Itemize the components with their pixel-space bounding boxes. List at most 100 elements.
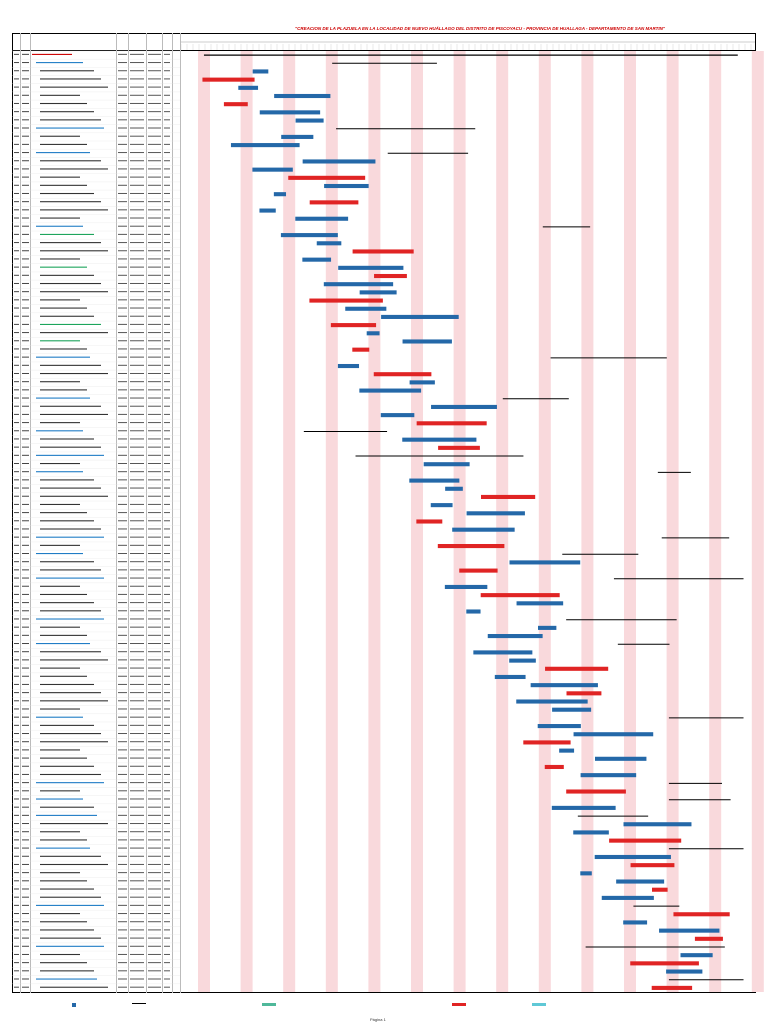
task-name <box>36 643 90 645</box>
row-edt <box>22 282 29 284</box>
task-start <box>130 446 144 448</box>
task-name <box>40 823 108 825</box>
row-edt <box>22 299 29 301</box>
task-bar <box>445 486 463 491</box>
task-name <box>40 683 94 686</box>
task-duration <box>118 880 127 882</box>
task-bar <box>538 625 557 630</box>
task-finish <box>148 372 161 374</box>
row-id <box>14 929 19 931</box>
task-predecessors <box>164 618 170 620</box>
row-edt <box>22 536 29 538</box>
task-name <box>40 111 94 113</box>
task-bar <box>259 110 321 115</box>
task-duration <box>118 626 127 628</box>
task-duration <box>118 62 127 64</box>
nonworking-band <box>624 51 636 992</box>
legend-summary-swatch <box>132 1003 146 1004</box>
task-predecessors <box>164 332 170 334</box>
task-name <box>40 692 101 694</box>
task-name <box>40 888 94 890</box>
task-duration <box>118 896 127 898</box>
row-id <box>14 332 19 334</box>
legend-progress-swatch <box>532 1003 546 1006</box>
task-name <box>40 372 108 375</box>
row-id <box>14 634 19 636</box>
task-predecessors <box>164 143 170 145</box>
row-edt <box>22 921 29 923</box>
task-predecessors <box>164 536 170 538</box>
row-id <box>14 471 19 473</box>
task-predecessors <box>164 921 170 923</box>
task-bar <box>595 756 647 761</box>
task-duration <box>118 503 127 505</box>
task-start <box>130 643 144 645</box>
task-name <box>40 340 80 342</box>
task-start <box>130 381 144 383</box>
row-edt <box>22 692 29 694</box>
task-finish <box>148 585 161 587</box>
row-id <box>14 700 19 702</box>
row-edt <box>22 978 29 980</box>
task-finish <box>148 831 161 833</box>
task-duration <box>118 397 127 399</box>
row-edt <box>22 102 29 104</box>
task-predecessors <box>164 160 170 162</box>
task-name <box>36 471 83 473</box>
task-name <box>40 78 101 80</box>
row-edt <box>22 831 29 833</box>
row-id <box>14 741 19 743</box>
task-duration <box>118 831 127 833</box>
row-id <box>14 577 19 579</box>
task-duration <box>118 814 127 816</box>
row-edt <box>22 561 29 563</box>
column-divider-edt <box>30 33 31 993</box>
row-edt <box>22 675 29 677</box>
task-predecessors <box>164 733 170 735</box>
row-id <box>14 184 19 186</box>
task-duration <box>118 643 127 645</box>
task-duration <box>118 225 127 227</box>
task-duration <box>118 381 127 383</box>
task-finish <box>148 986 161 988</box>
row-edt <box>22 733 29 735</box>
row-id <box>14 168 19 170</box>
task-name <box>40 160 101 162</box>
row-id <box>14 372 19 374</box>
row-edt <box>22 847 29 849</box>
task-predecessors <box>164 413 170 415</box>
task-predecessors <box>164 651 170 653</box>
task-predecessors <box>164 880 170 882</box>
row-id <box>14 152 19 154</box>
task-start <box>130 962 144 964</box>
task-duration <box>118 782 127 784</box>
row-edt <box>22 495 29 497</box>
row-edt <box>22 348 29 350</box>
task-duration <box>118 962 127 964</box>
task-name <box>40 307 87 309</box>
row-edt <box>22 168 29 170</box>
task-bar <box>295 216 349 221</box>
task-predecessors <box>164 708 170 710</box>
row-id <box>14 667 19 669</box>
task-start <box>130 62 144 64</box>
task-predecessors <box>164 937 170 939</box>
task-predecessors <box>164 945 170 947</box>
row-edt <box>22 143 29 145</box>
task-finish <box>148 643 161 645</box>
row-id <box>14 643 19 645</box>
critical-task-bar <box>373 372 432 377</box>
task-bar <box>323 282 394 287</box>
task-finish <box>148 536 161 538</box>
task-name <box>40 258 80 260</box>
task-finish <box>148 782 161 784</box>
task-name <box>40 700 108 702</box>
task-bar <box>530 683 598 688</box>
row-id <box>14 397 19 399</box>
row-edt <box>22 814 29 816</box>
row-edt <box>22 397 29 399</box>
row-edt <box>22 291 29 293</box>
task-start <box>130 111 144 113</box>
row-edt <box>22 430 29 432</box>
